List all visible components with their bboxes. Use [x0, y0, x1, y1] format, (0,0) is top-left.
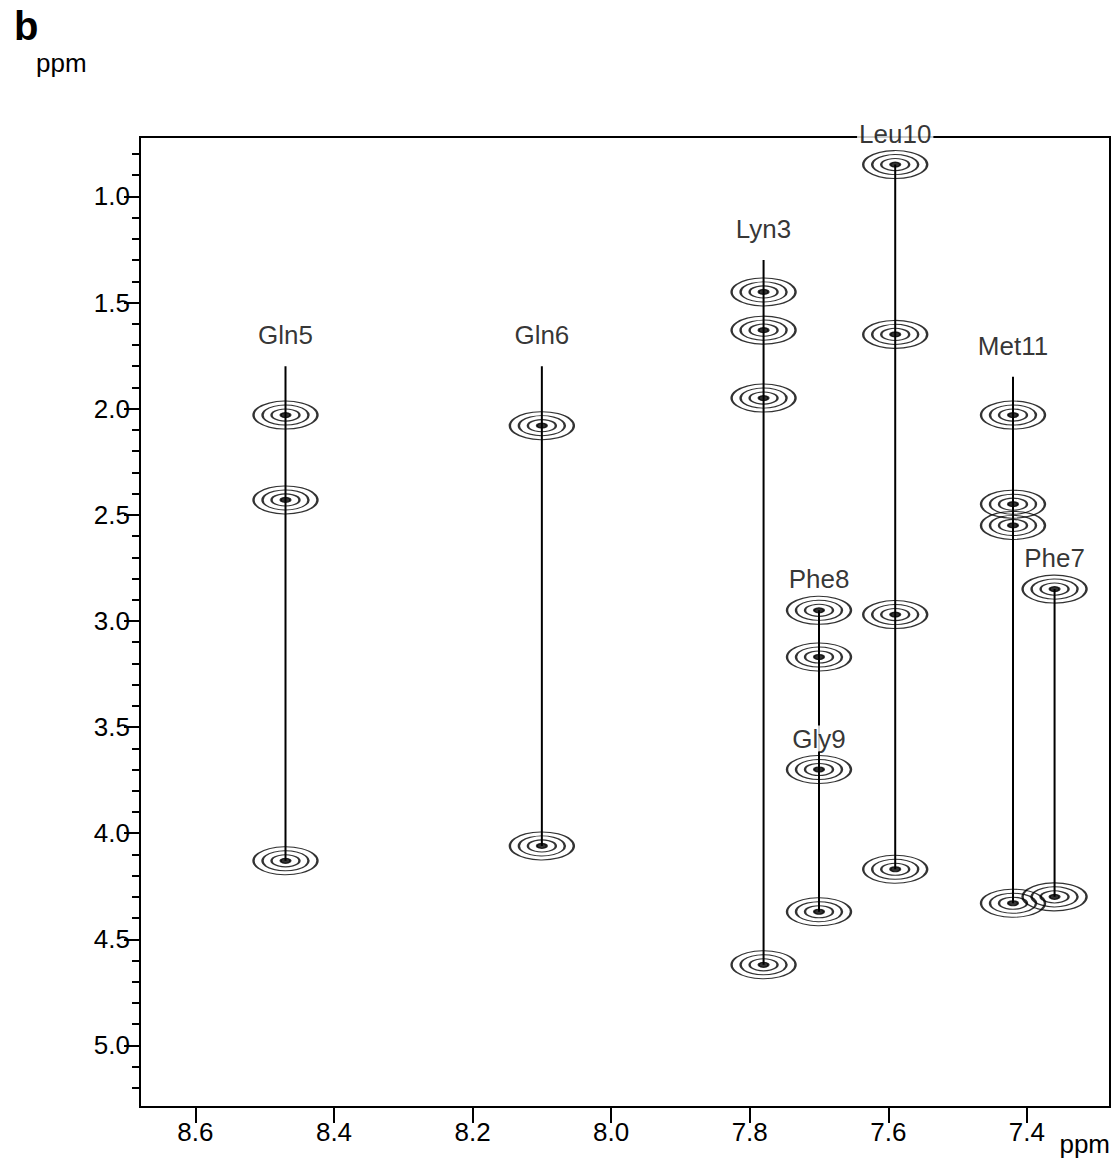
- svg-text:ppm: ppm: [1059, 1129, 1110, 1159]
- svg-text:Gly9: Gly9: [792, 724, 845, 754]
- svg-text:7.8: 7.8: [732, 1117, 768, 1147]
- svg-text:Phe8: Phe8: [789, 564, 850, 594]
- svg-text:7.4: 7.4: [1009, 1117, 1045, 1147]
- svg-text:Gln6: Gln6: [514, 320, 569, 350]
- svg-text:3.0: 3.0: [94, 606, 130, 636]
- svg-text:3.5: 3.5: [94, 712, 130, 742]
- svg-text:ppm: ppm: [36, 48, 87, 78]
- svg-text:5.0: 5.0: [94, 1030, 130, 1060]
- svg-text:8.2: 8.2: [454, 1117, 490, 1147]
- svg-text:b: b: [14, 4, 38, 48]
- svg-text:1.5: 1.5: [94, 288, 130, 318]
- svg-text:8.0: 8.0: [593, 1117, 629, 1147]
- svg-text:8.4: 8.4: [316, 1117, 352, 1147]
- svg-text:2.0: 2.0: [94, 394, 130, 424]
- svg-text:Lyn3: Lyn3: [736, 214, 791, 244]
- svg-text:1.0: 1.0: [94, 181, 130, 211]
- svg-text:Leu10: Leu10: [859, 119, 931, 149]
- svg-text:Phe7: Phe7: [1024, 543, 1085, 573]
- svg-text:2.5: 2.5: [94, 500, 130, 530]
- svg-text:4.0: 4.0: [94, 818, 130, 848]
- svg-text:4.5: 4.5: [94, 924, 130, 954]
- svg-text:8.6: 8.6: [177, 1117, 213, 1147]
- svg-text:7.6: 7.6: [870, 1117, 906, 1147]
- svg-text:Gln5: Gln5: [258, 320, 313, 350]
- svg-text:Met11: Met11: [978, 331, 1048, 361]
